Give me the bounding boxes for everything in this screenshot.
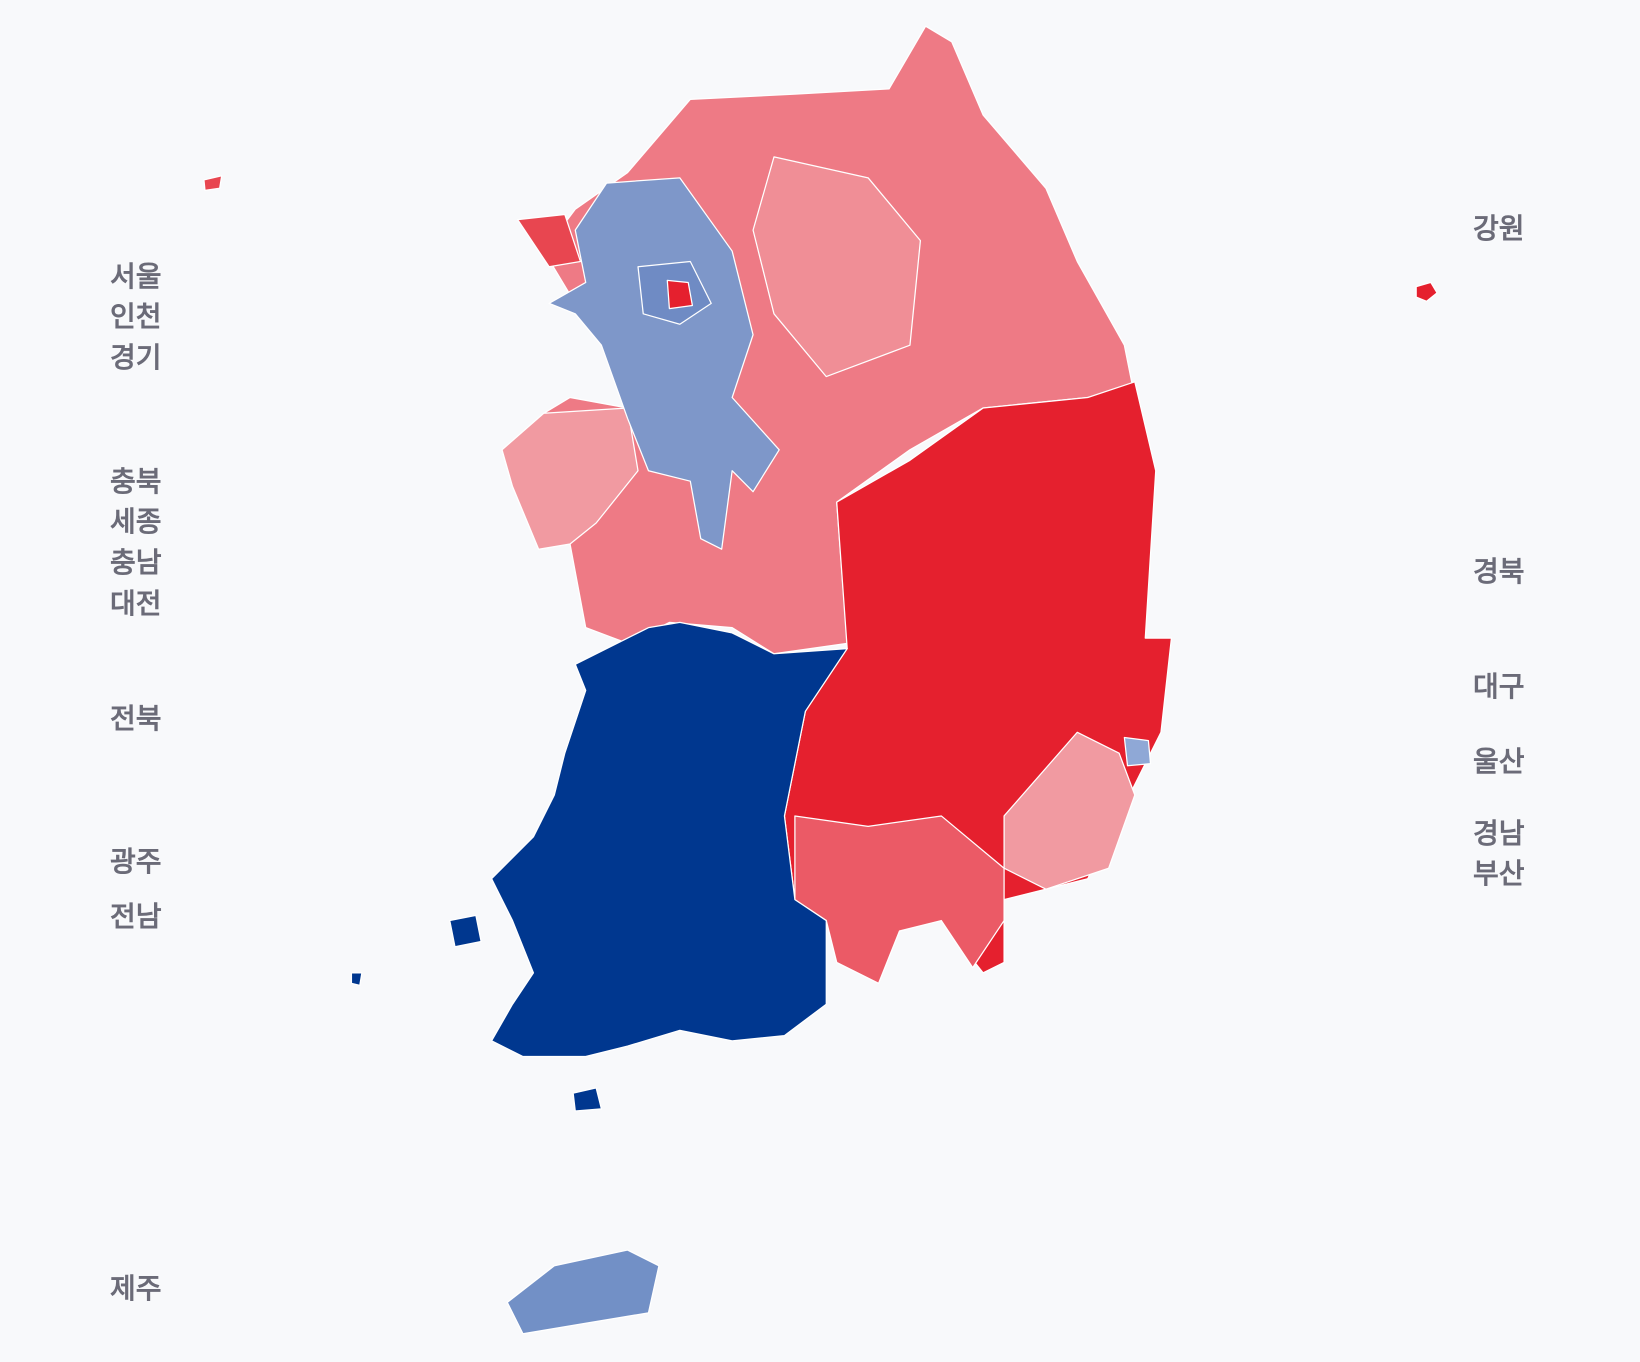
region-label: 제주 [110, 1272, 162, 1305]
region-gangwon-light [752, 156, 922, 378]
region-label: 부산 [1473, 857, 1525, 890]
region-gyeonggi [548, 177, 780, 550]
region-label: 인천 [110, 300, 162, 333]
region-label: 강원 [1473, 212, 1525, 245]
region-label: 전남 [110, 900, 162, 933]
region-jeju [506, 1249, 660, 1335]
region-label: 울산 [1473, 745, 1525, 778]
region-seoul-red [666, 279, 694, 310]
region-label: 충남 [110, 546, 162, 579]
region-incheon [517, 213, 582, 268]
region-label: 서울 [110, 260, 162, 293]
region-label: 세종 [110, 505, 162, 538]
region-jeolla [490, 621, 848, 1058]
island [572, 1087, 603, 1112]
island [203, 175, 223, 192]
region-label: 대구 [1473, 670, 1525, 703]
region-label: 전북 [110, 702, 162, 735]
island [350, 972, 363, 987]
region-ulsan-blue [1123, 736, 1152, 767]
region-label: 경남 [1473, 817, 1525, 850]
island [449, 914, 482, 948]
region-label: 경기 [110, 341, 162, 374]
region-chungnam-light [501, 407, 639, 550]
island-ulleung [1415, 281, 1438, 302]
region-busan [1003, 731, 1136, 890]
region-label: 경북 [1473, 555, 1525, 588]
region-label: 충북 [110, 465, 162, 498]
region-label: 광주 [110, 845, 162, 878]
region-label: 대전 [110, 587, 162, 620]
